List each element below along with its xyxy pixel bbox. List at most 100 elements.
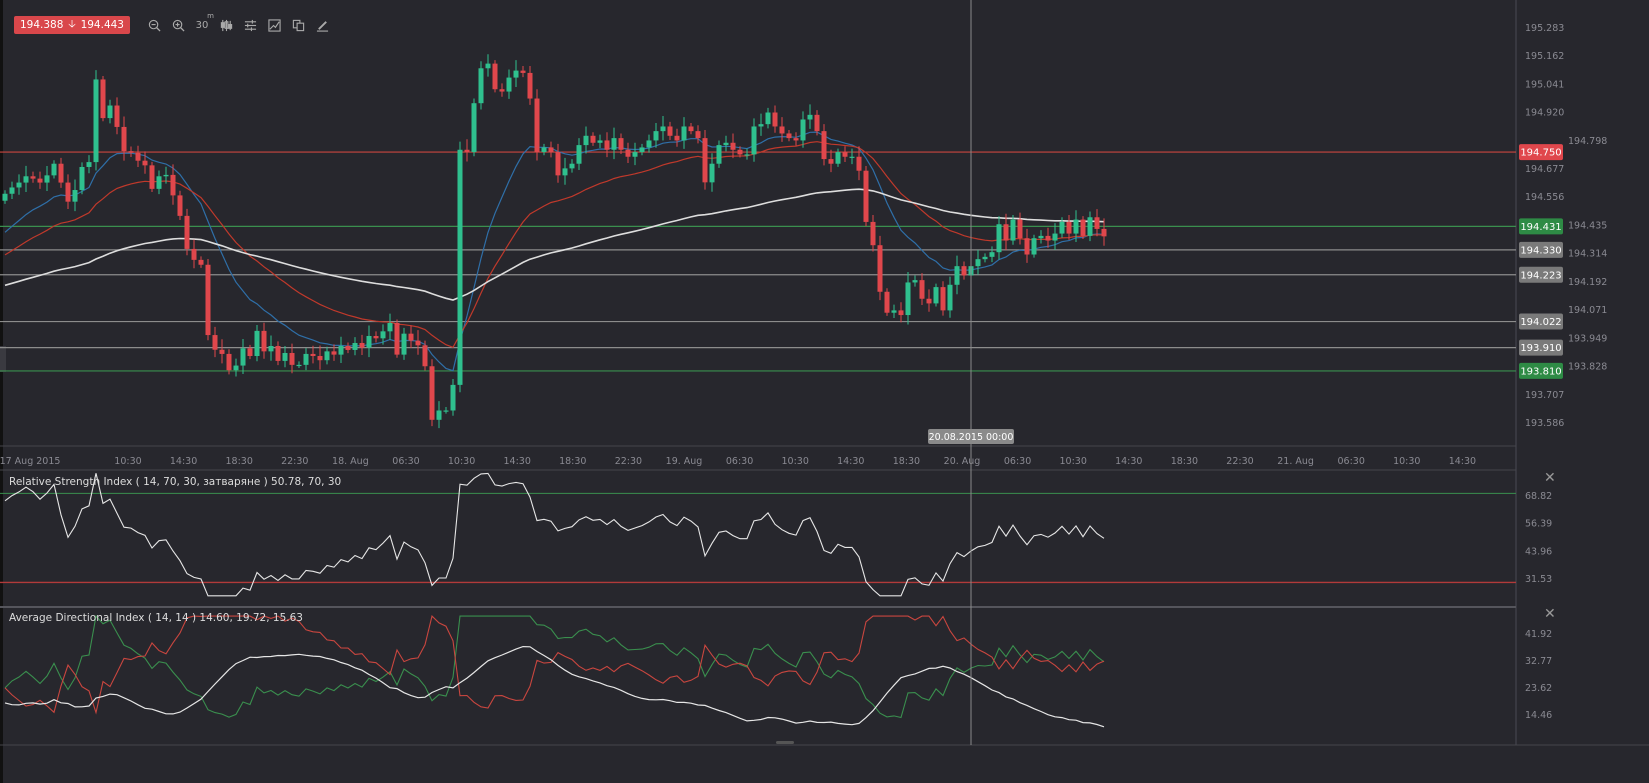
- bearish-candle: [135, 152, 141, 161]
- time-tick-label: 06:30: [1004, 456, 1031, 467]
- rsi-tick-label: 68.82: [1525, 491, 1552, 502]
- bullish-candle: [506, 77, 512, 92]
- price-level-tag: [1519, 362, 1563, 379]
- bearish-candle: [548, 147, 554, 153]
- horizontal-scroll-handle[interactable]: [776, 741, 794, 744]
- bearish-candle: [590, 135, 596, 143]
- time-tick-label: 22:30: [281, 456, 308, 467]
- adx-tick-label: 32.77: [1525, 656, 1552, 667]
- bullish-candle: [751, 126, 757, 155]
- bearish-candle: [695, 131, 701, 139]
- time-tick-label: 10:30: [1393, 456, 1420, 467]
- bearish-candle: [170, 174, 176, 196]
- bearish-candle: [219, 349, 225, 354]
- draw-icon[interactable]: [314, 16, 330, 34]
- bearish-candle: [184, 215, 190, 249]
- bearish-candle: [534, 98, 540, 153]
- bullish-candle: [338, 346, 344, 355]
- price-level-tag: [1519, 339, 1563, 356]
- bullish-candle: [163, 174, 169, 177]
- time-tick-label: 18. Aug: [332, 456, 369, 467]
- crosshair-time-tag: [928, 429, 1014, 444]
- bullish-candle: [1038, 235, 1044, 239]
- bearish-candle: [779, 126, 785, 134]
- bearish-candle: [331, 351, 337, 355]
- price-tick-label: 194.798: [1568, 136, 1607, 147]
- bullish-candle: [639, 147, 645, 153]
- time-tick-label: 19. Aug: [666, 456, 703, 467]
- price-level-tag: [1519, 313, 1563, 330]
- bid-price: 194.388: [20, 19, 64, 31]
- ma-slow-line: [4, 188, 1105, 301]
- bullish-candle: [366, 335, 372, 348]
- bullish-candle: [1087, 217, 1093, 236]
- bullish-candle: [632, 152, 638, 157]
- bullish-candle: [156, 176, 162, 189]
- bearish-candle: [674, 135, 680, 141]
- bullish-candle: [583, 135, 589, 146]
- time-tick-label: 06:30: [1338, 456, 1365, 467]
- bullish-candle: [2, 193, 8, 201]
- price-tick-label: 194.677: [1525, 164, 1564, 175]
- time-tick-label: 21. Aug: [1277, 456, 1314, 467]
- bullish-candle: [44, 175, 50, 183]
- bearish-candle: [625, 149, 631, 157]
- price-tick-label: 194.071: [1568, 305, 1607, 316]
- timeframe-value: 30: [195, 19, 209, 31]
- bullish-candle: [352, 342, 358, 350]
- price-level-value: 194.022: [1520, 317, 1561, 328]
- bullish-candle: [268, 346, 274, 352]
- time-tick-label: 14:30: [1115, 456, 1142, 467]
- price-tick-label: 194.314: [1568, 249, 1607, 260]
- bullish-candle: [1059, 221, 1065, 234]
- bullish-candle: [646, 140, 652, 148]
- chart-area-icon[interactable]: [266, 16, 282, 34]
- bullish-candle: [254, 330, 260, 357]
- bearish-candle: [464, 149, 470, 153]
- left-panel-handle[interactable]: [0, 346, 6, 372]
- bullish-candle: [1031, 238, 1037, 255]
- bearish-candle: [205, 264, 211, 336]
- indicators-icon[interactable]: [242, 16, 258, 34]
- bullish-candle: [891, 310, 897, 313]
- ask-price: 194.443: [80, 19, 124, 31]
- bearish-candle: [422, 345, 428, 367]
- zoom-in-icon[interactable]: [170, 16, 186, 34]
- bearish-candle: [177, 195, 183, 216]
- bullish-candle: [471, 103, 477, 153]
- time-tick-label: 06:30: [726, 456, 753, 467]
- bearish-candle: [667, 126, 673, 136]
- bullish-candle: [660, 126, 666, 132]
- bullish-candle: [569, 163, 575, 169]
- bullish-candle: [765, 112, 771, 125]
- time-tick-label: 14:30: [1449, 456, 1476, 467]
- bearish-candle: [870, 221, 876, 246]
- bullish-candle: [576, 145, 582, 164]
- close-rsi-icon[interactable]: ✕: [1544, 470, 1556, 486]
- arrow-down-icon: 🡣: [68, 18, 76, 30]
- price-tick-label: 195.283: [1525, 23, 1564, 34]
- price-tick-label: 195.162: [1525, 51, 1564, 62]
- left-edge: [0, 0, 3, 783]
- time-tick-label: 10:30: [782, 456, 809, 467]
- price-badge[interactable]: 194.388 🡣 194.443: [14, 16, 130, 34]
- adx-line: [4, 645, 1105, 728]
- bearish-candle: [121, 126, 127, 152]
- bearish-candle: [198, 259, 204, 265]
- rsi-tick-label: 31.53: [1525, 574, 1552, 585]
- bearish-candle: [373, 335, 379, 339]
- copy-icon[interactable]: [290, 16, 306, 34]
- zoom-out-icon[interactable]: [146, 16, 162, 34]
- bearish-candle: [877, 245, 883, 292]
- bearish-candle: [58, 163, 64, 183]
- bearish-candle: [128, 151, 134, 153]
- bullish-candle: [947, 284, 953, 311]
- bearish-candle: [345, 346, 351, 350]
- bullish-candle: [912, 280, 918, 283]
- timeframe-button[interactable]: 30 m: [194, 12, 214, 34]
- bearish-candle: [212, 335, 218, 350]
- candle-type-icon[interactable]: [218, 16, 234, 34]
- bearish-candle: [317, 356, 323, 361]
- close-adx-icon[interactable]: ✕: [1544, 606, 1556, 622]
